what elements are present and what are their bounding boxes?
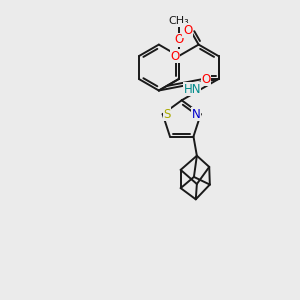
Text: S: S [164, 108, 171, 121]
Text: O: O [171, 50, 180, 63]
Text: N: N [192, 108, 201, 121]
Text: O: O [201, 73, 211, 85]
Text: O: O [183, 24, 192, 37]
Text: CH₃: CH₃ [168, 16, 189, 26]
Text: O: O [174, 33, 183, 46]
Text: HN: HN [183, 82, 201, 95]
